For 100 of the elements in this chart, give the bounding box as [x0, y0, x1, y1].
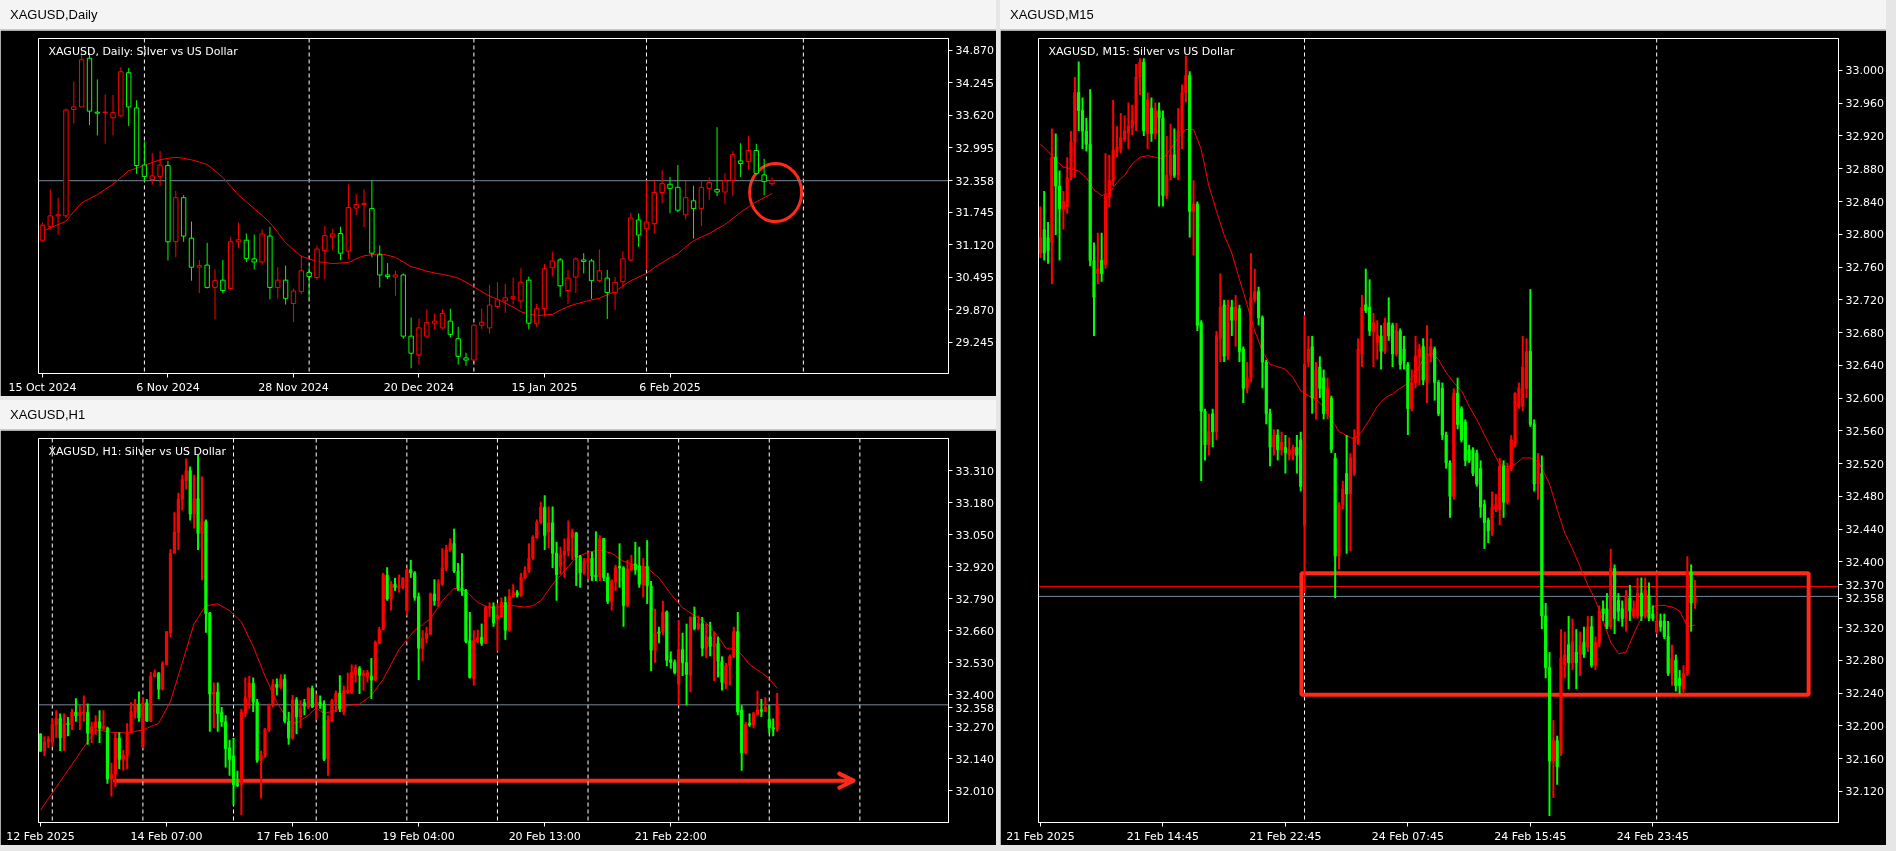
candlestick [1647, 581, 1651, 622]
y-tick-label: 32.800 [1845, 228, 1884, 242]
y-tick-label: 31.120 [955, 238, 994, 252]
candlestick [1605, 592, 1609, 631]
candlestick [1582, 625, 1586, 659]
x-tick-label: 12 Feb 2025 [6, 829, 75, 843]
candlestick [361, 188, 367, 228]
candlestick [275, 266, 281, 299]
candlestick [722, 172, 728, 204]
candlestick [294, 696, 299, 736]
candlestick [659, 169, 665, 204]
candlestick [753, 143, 759, 176]
candlestick [200, 475, 204, 582]
y-tick-label: 34.245 [955, 76, 994, 90]
y-tick-label: 33.310 [955, 464, 994, 478]
candlestick [216, 681, 220, 733]
candlestick [680, 631, 685, 678]
candlestick [235, 222, 242, 249]
candlestick [588, 258, 595, 300]
candlestick [369, 657, 373, 700]
candlestick [706, 176, 712, 201]
y-tick-label: 32.660 [955, 624, 994, 638]
text: XAGUSD, Daily: Silver vs US Dollar [48, 44, 239, 58]
candlestick [298, 699, 303, 730]
y-tick-label: 29.870 [955, 303, 994, 317]
candlestick [463, 352, 469, 367]
candlestick [82, 694, 86, 723]
candlestick [251, 234, 257, 270]
candlestick [549, 251, 556, 278]
y-tick-label: 32.720 [1845, 293, 1884, 307]
candlestick [1211, 407, 1215, 449]
candlestick [1394, 321, 1398, 358]
x-tick-label: 14 Feb 07:00 [130, 829, 203, 843]
candlestick [212, 268, 218, 321]
candlestick [102, 94, 108, 145]
y-tick-label: 32.270 [955, 720, 994, 734]
candlestick [220, 259, 226, 294]
candlestick [737, 142, 744, 178]
candlestick [596, 249, 603, 283]
candlestick [70, 707, 74, 731]
candlestick [1276, 428, 1280, 462]
chart-title: XAGUSD,H1 [10, 406, 86, 424]
y-tick-label: 33.000 [1845, 64, 1884, 78]
candlestick [1628, 583, 1632, 622]
y-tick-label: 32.960 [1845, 97, 1884, 111]
candlestick [42, 735, 47, 758]
candlestick [1230, 298, 1234, 337]
candlestick [338, 674, 342, 713]
candlestick [510, 277, 516, 306]
y-tick-label: 32.995 [955, 141, 994, 155]
candlestick [192, 473, 196, 530]
y-tick-label: 30.495 [955, 271, 994, 285]
y-tick-label: 32.240 [1845, 687, 1884, 701]
ref-line-label: 32.358 [1845, 592, 1884, 605]
candlestick [1379, 324, 1383, 371]
candlestick [1490, 490, 1494, 537]
candlestick [684, 622, 689, 707]
candlestick [1371, 311, 1375, 369]
candlestick [455, 326, 461, 366]
candlestick [357, 665, 362, 696]
candlestick [1639, 576, 1643, 622]
candlestick [653, 607, 657, 664]
candlestick [1126, 101, 1131, 151]
candlestick [635, 212, 642, 248]
candlestick [667, 176, 673, 214]
candlestick [661, 599, 665, 636]
candlestick [424, 309, 430, 337]
candlestick [71, 81, 77, 125]
candlestick [353, 193, 359, 216]
candlestick [714, 126, 720, 197]
candlestick [480, 622, 484, 647]
candlestick [1038, 205, 1042, 260]
y-tick-label: 29.245 [955, 336, 994, 350]
y-tick-label: 32.400 [1845, 555, 1884, 569]
candlestick [1551, 719, 1555, 799]
candlestick [1345, 434, 1349, 555]
y-tick-label: 32.400 [955, 688, 994, 702]
x-tick-label: 21 Feb 14:45 [1126, 829, 1199, 843]
x-tick-label: 21 Feb 22:00 [634, 829, 707, 843]
x-tick-label: 15 Oct 2024 [8, 380, 77, 394]
candlestick [767, 704, 771, 735]
candlestick [1172, 127, 1176, 179]
y-tick-label: 33.620 [955, 109, 994, 123]
candlestick [101, 709, 106, 731]
candlestick [1536, 452, 1540, 501]
candlestick [637, 545, 641, 589]
candlestick [1670, 643, 1674, 687]
x-tick-label: 24 Feb 07:45 [1371, 829, 1444, 843]
x-tick-label: 19 Feb 04:00 [382, 829, 455, 843]
y-tick-label: 32.530 [955, 656, 994, 670]
candlestick [94, 78, 101, 136]
candlestick [641, 557, 645, 599]
candlestick [392, 270, 399, 297]
x-tick-label: 24 Feb 15:45 [1494, 829, 1567, 843]
y-tick-label: 32.640 [1845, 359, 1884, 373]
y-tick-label: 32.120 [1845, 785, 1884, 799]
y-tick-label: 32.600 [1845, 392, 1884, 406]
candlestick [137, 690, 141, 723]
candlestick [157, 671, 161, 700]
candlestick [38, 732, 43, 753]
